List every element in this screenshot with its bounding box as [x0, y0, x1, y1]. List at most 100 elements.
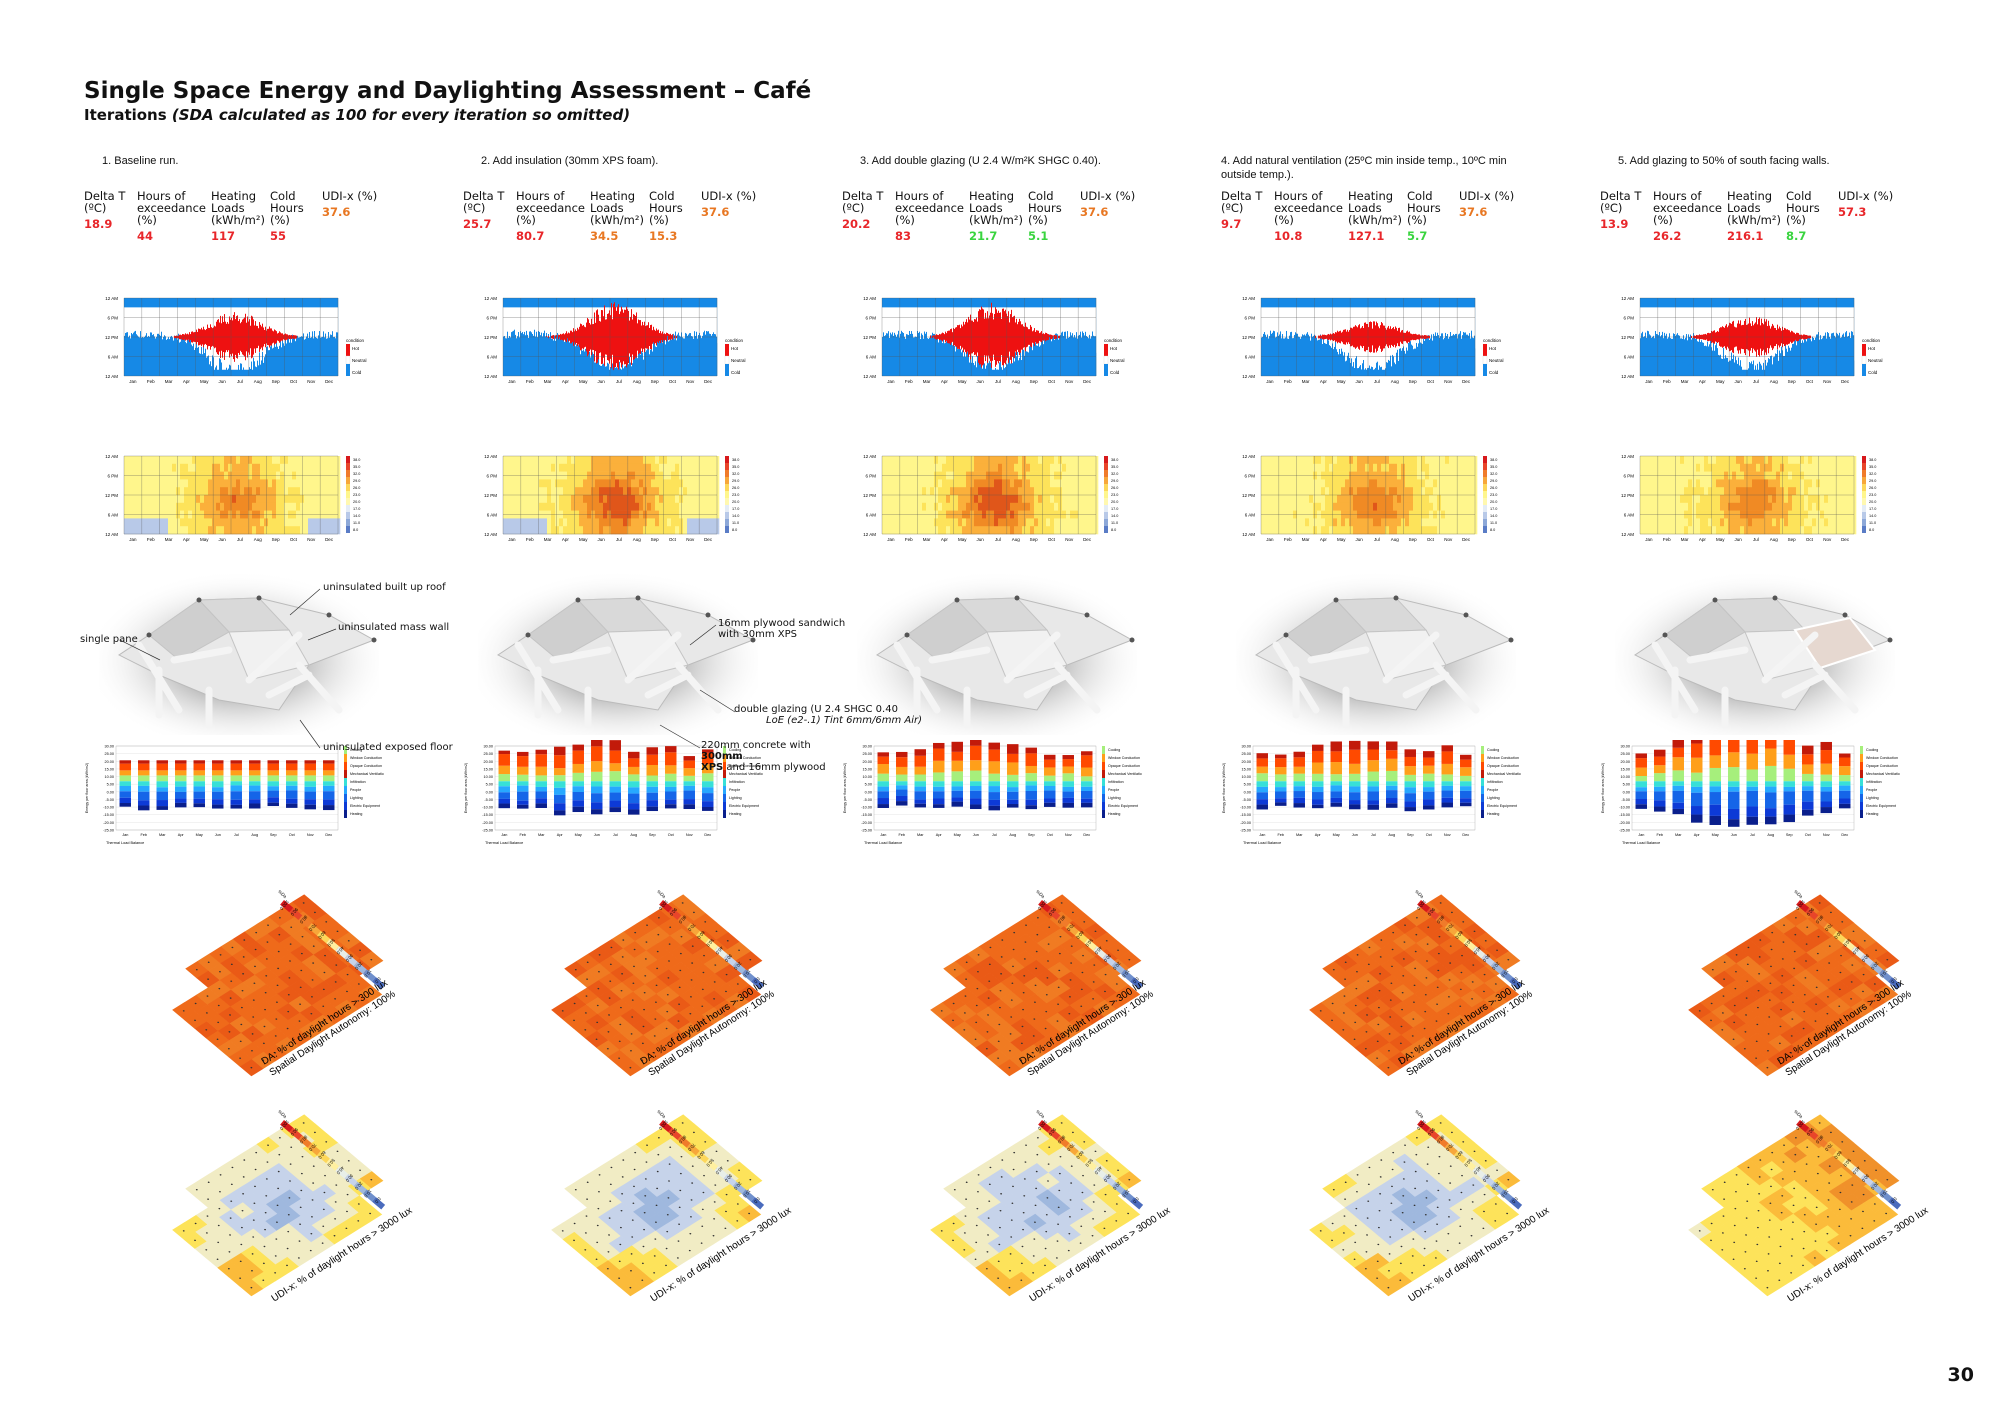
thermal-cell: [600, 369, 602, 376]
thermal-cell: [937, 307, 939, 337]
heat-cell: [595, 510, 600, 519]
heat-cell: [946, 487, 951, 496]
heat-cell: [655, 479, 660, 488]
month-label: Jun: [597, 537, 605, 542]
energy-bar-segment: [609, 740, 621, 751]
heat-cell: [579, 456, 584, 465]
node-joint: [750, 637, 756, 643]
thermal-cell: [653, 307, 655, 345]
energy-bar-segment: [249, 763, 261, 771]
sensor-point: [634, 1151, 637, 1154]
heat-cell: [551, 463, 556, 472]
sensor-point: [641, 1042, 644, 1045]
daylight-legend-swatch: [751, 977, 765, 990]
sensor-point: [264, 1228, 267, 1231]
energy-bar-segment: [554, 794, 566, 804]
heat-cell: [627, 510, 632, 519]
heat-cell: [643, 471, 648, 480]
energy-bar-segment: [286, 785, 298, 791]
thermal-cell: [927, 340, 929, 376]
thermal-cell: [1041, 342, 1043, 376]
thermal-cell: [1038, 360, 1040, 376]
heat-cell: [312, 456, 317, 465]
heat-cell: [711, 456, 716, 465]
month-label: Apr: [183, 379, 191, 384]
sensor-point: [703, 1174, 705, 1177]
sensor-point: [632, 982, 635, 984]
metric-value: 80.7: [516, 229, 545, 243]
heat-cell: [252, 487, 257, 496]
heat-cell: [547, 456, 552, 465]
thermal-cell: [172, 307, 174, 338]
heat-cell: [623, 495, 628, 504]
heat-cell: [240, 456, 245, 465]
thermal-cell: [324, 307, 326, 338]
thermal-cell: [587, 364, 589, 376]
heat-cell: [312, 495, 317, 504]
thermal-cell: [689, 307, 691, 334]
daylight-legend-swatch: [372, 977, 386, 990]
sensor-point: [207, 1198, 210, 1200]
heat-cell: [695, 495, 700, 504]
month-label: Mar: [923, 379, 931, 384]
thermal-cell: [164, 307, 166, 336]
heat-cell: [559, 510, 564, 519]
heat-cell: [124, 463, 129, 472]
structural-strut: [245, 631, 303, 684]
thermal-cell: [559, 307, 561, 336]
daylight-legend-unit: %Da: [277, 1110, 288, 1119]
month-label: Aug: [254, 537, 263, 542]
metric-header-line: (%): [270, 213, 290, 227]
daylight-legend-swatch: [353, 961, 367, 975]
thermal-cell: [614, 367, 616, 376]
heat-cell: [272, 471, 277, 480]
heat-cell: [587, 463, 592, 472]
heat-cell: [587, 510, 592, 519]
heat-cell: [579, 471, 584, 480]
thermal-cell: [1057, 307, 1059, 335]
heat-cell: [934, 510, 939, 519]
thermal-cell: [596, 364, 598, 376]
heat-cell: [296, 463, 301, 472]
thermal-hour-label: 6 PM: [865, 316, 876, 321]
thermal-cell: [1056, 348, 1058, 376]
sensor-point: [690, 1199, 693, 1201]
energy-bar-segment: [702, 764, 714, 774]
sensor-point: [276, 1204, 279, 1206]
thermal-cell: [652, 307, 654, 352]
thermal-cell: [1054, 340, 1056, 376]
thermal-cell: [702, 348, 704, 376]
legend-hot-swatch: [1104, 344, 1108, 356]
heat-cell: [268, 495, 273, 504]
heat-cell: [180, 495, 185, 504]
heat-cell: [543, 510, 548, 519]
heat-cell: [300, 479, 305, 488]
heat-cell: [519, 479, 524, 488]
sensor-point: [310, 1012, 313, 1015]
thermal-cell: [690, 307, 692, 336]
heat-cell: [563, 495, 568, 504]
sensor-point: [207, 978, 210, 980]
thermal-cell: [661, 307, 663, 344]
heat-cell: [555, 456, 560, 465]
thermal-cell: [553, 307, 555, 341]
heat-cell: [627, 518, 632, 527]
sensor-point: [276, 984, 279, 986]
daylight-legend-label: 100.0: [278, 899, 289, 911]
heat-cell: [308, 456, 313, 465]
thermal-cell: [989, 367, 991, 376]
heat-cell: [535, 495, 540, 504]
sensor-point: [713, 981, 716, 983]
energy-bar-segment: [517, 751, 529, 757]
daylight-legend-swatch: [705, 938, 719, 951]
heat-cell: [156, 502, 161, 511]
heat-cell: [918, 456, 923, 465]
sensor-point: [301, 1156, 304, 1158]
thermal-cell: [573, 347, 575, 376]
thermal-cell: [532, 307, 534, 339]
thermal-cell: [994, 371, 996, 376]
heat-cell: [204, 479, 209, 488]
thermal-cell: [561, 355, 563, 376]
thermal-cell: [534, 329, 536, 376]
